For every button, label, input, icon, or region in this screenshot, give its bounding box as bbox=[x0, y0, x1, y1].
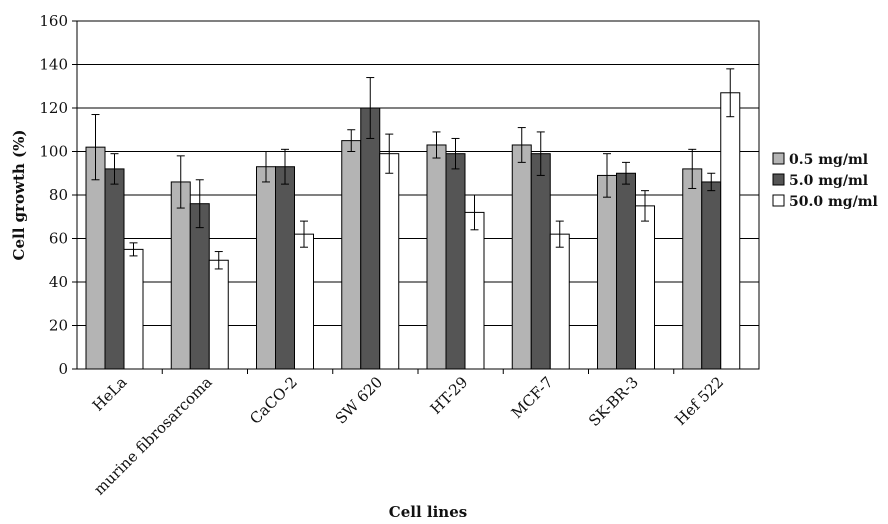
legend-swatch-1 bbox=[772, 173, 785, 186]
y-tick-label-80: 80 bbox=[49, 186, 68, 204]
x-tick-label-3: SW 620 bbox=[332, 373, 387, 428]
bar-5-0 bbox=[511, 144, 532, 370]
bar-5-2 bbox=[549, 233, 570, 370]
bar-7-1 bbox=[701, 181, 722, 370]
bar-0-1 bbox=[104, 168, 125, 370]
x-tick-label-2: CaCO-2 bbox=[246, 373, 301, 428]
x-tick-label-5: MCF-7 bbox=[508, 373, 557, 422]
y-tick-label-0: 0 bbox=[58, 360, 68, 378]
bar-3-2 bbox=[379, 153, 400, 370]
bar-3-0 bbox=[341, 140, 362, 370]
bar-2-2 bbox=[294, 233, 314, 370]
bar-1-2 bbox=[208, 259, 229, 370]
legend-label-1: 5.0 mg/ml bbox=[789, 173, 868, 189]
y-tick-label-120: 120 bbox=[39, 99, 68, 117]
bar-7-0 bbox=[682, 168, 703, 370]
legend-swatch-0 bbox=[772, 152, 785, 165]
bar-4-2 bbox=[464, 211, 485, 370]
bar-4-1 bbox=[445, 153, 466, 370]
y-axis-ticks: 0 20 40 60 80 100 120 140 160 bbox=[39, 12, 68, 378]
bar-0-2 bbox=[123, 248, 144, 370]
error-bars bbox=[91, 68, 735, 270]
legend-swatch-2 bbox=[772, 194, 785, 207]
y-tick-label-20: 20 bbox=[49, 317, 68, 335]
bar-2-0 bbox=[256, 166, 276, 370]
y-tick-label-160: 160 bbox=[39, 12, 68, 30]
bar-7-2 bbox=[720, 92, 741, 370]
x-tick-label-6: SK-BR-3 bbox=[585, 373, 642, 430]
bar-6-1 bbox=[616, 172, 636, 370]
bar-3-1 bbox=[360, 107, 381, 370]
x-tick-label-0: HeLa bbox=[89, 373, 131, 415]
bars bbox=[85, 92, 741, 370]
bar-1-1 bbox=[189, 203, 210, 370]
bar-0-0 bbox=[85, 146, 106, 370]
legend-label-0: 0.5 mg/ml bbox=[789, 152, 868, 168]
x-tick-label-4: HT-29 bbox=[427, 373, 472, 418]
axes bbox=[72, 20, 760, 374]
bar-6-0 bbox=[597, 174, 617, 370]
legend: 0.5 mg/ml 5.0 mg/ml 50.0 mg/ml bbox=[772, 152, 878, 210]
x-tick-label-7: Hef 522 bbox=[671, 373, 727, 429]
bar-5-1 bbox=[530, 153, 551, 370]
bar-6-2 bbox=[635, 205, 655, 370]
x-axis-title: Cell lines bbox=[389, 503, 467, 521]
y-tick-label-140: 140 bbox=[39, 56, 68, 74]
bar-1-0 bbox=[170, 181, 191, 370]
y-tick-label-40: 40 bbox=[49, 273, 68, 291]
bar-4-0 bbox=[426, 144, 447, 370]
y-axis-title: Cell growth (%) bbox=[10, 130, 28, 261]
y-tick-label-60: 60 bbox=[49, 230, 68, 248]
y-tick-label-100: 100 bbox=[39, 143, 68, 161]
bar-2-1 bbox=[275, 166, 295, 370]
legend-label-2: 50.0 mg/ml bbox=[789, 194, 878, 210]
